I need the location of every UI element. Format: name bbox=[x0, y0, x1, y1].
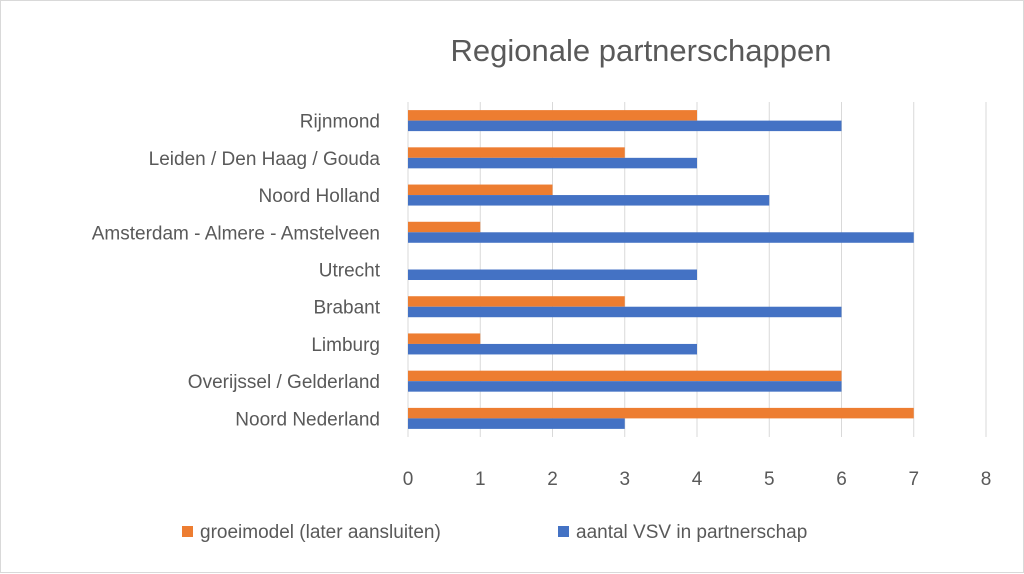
x-tick-label: 7 bbox=[908, 469, 919, 490]
category-label: Limburg bbox=[311, 335, 380, 356]
bar-aantal-vsv bbox=[408, 418, 625, 429]
x-tick-label: 8 bbox=[981, 469, 992, 490]
bar-groeimodel bbox=[408, 147, 625, 158]
bar-aantal-vsv bbox=[408, 232, 914, 243]
bar-groeimodel bbox=[408, 370, 842, 382]
category-labels: Rijnmond Leiden / Den Haag / Gouda Noord H… bbox=[92, 112, 381, 431]
x-tick-labels: 0 1 2 3 4 5 6 7 8 bbox=[403, 469, 992, 490]
category-label: Leiden / Den Haag / Gouda bbox=[149, 149, 381, 170]
bar-aantal-vsv bbox=[408, 381, 842, 392]
x-tick-label: 5 bbox=[764, 469, 775, 490]
legend-label: aantal VSV in partnerschap bbox=[576, 522, 807, 543]
bar-groeimodel bbox=[408, 296, 625, 307]
bar-aantal-vsv bbox=[408, 195, 770, 206]
bar-groeimodel bbox=[408, 110, 697, 121]
bar-aantal-vsv bbox=[408, 343, 697, 355]
bar-groeimodel bbox=[408, 221, 481, 233]
bar-groeimodel bbox=[408, 407, 914, 419]
bar-aantal-vsv bbox=[408, 120, 842, 132]
legend-swatch bbox=[558, 526, 569, 537]
category-label: Noord Holland bbox=[259, 186, 380, 207]
legend-swatch bbox=[182, 526, 193, 537]
category-label: Amsterdam - Almere - Amstelveen bbox=[92, 223, 380, 244]
legend-label: groeimodel (later aansluiten) bbox=[200, 522, 441, 543]
x-tick-label: 1 bbox=[475, 469, 486, 490]
chart-title: Regionale partnerschappen bbox=[451, 33, 832, 68]
x-tick-label: 0 bbox=[403, 469, 414, 490]
category-label: Utrecht bbox=[319, 261, 381, 282]
category-label: Brabant bbox=[313, 298, 380, 319]
bar-aantal-vsv bbox=[408, 269, 697, 280]
bars bbox=[408, 110, 914, 429]
x-tick-label: 2 bbox=[547, 469, 558, 490]
category-label: Noord Nederland bbox=[235, 409, 380, 430]
x-tick-label: 4 bbox=[692, 469, 703, 490]
bar-groeimodel bbox=[408, 184, 553, 196]
bar-aantal-vsv bbox=[408, 306, 842, 318]
bar-aantal-vsv bbox=[408, 157, 697, 169]
category-label: Overijssel / Gelderland bbox=[188, 372, 380, 393]
category-label: Rijnmond bbox=[300, 112, 380, 133]
bar-groeimodel bbox=[408, 333, 481, 344]
x-tick-label: 6 bbox=[836, 469, 847, 490]
x-tick-label: 3 bbox=[619, 469, 630, 490]
legend: groeimodel (later aansluiten) aantal VSV … bbox=[182, 522, 807, 543]
